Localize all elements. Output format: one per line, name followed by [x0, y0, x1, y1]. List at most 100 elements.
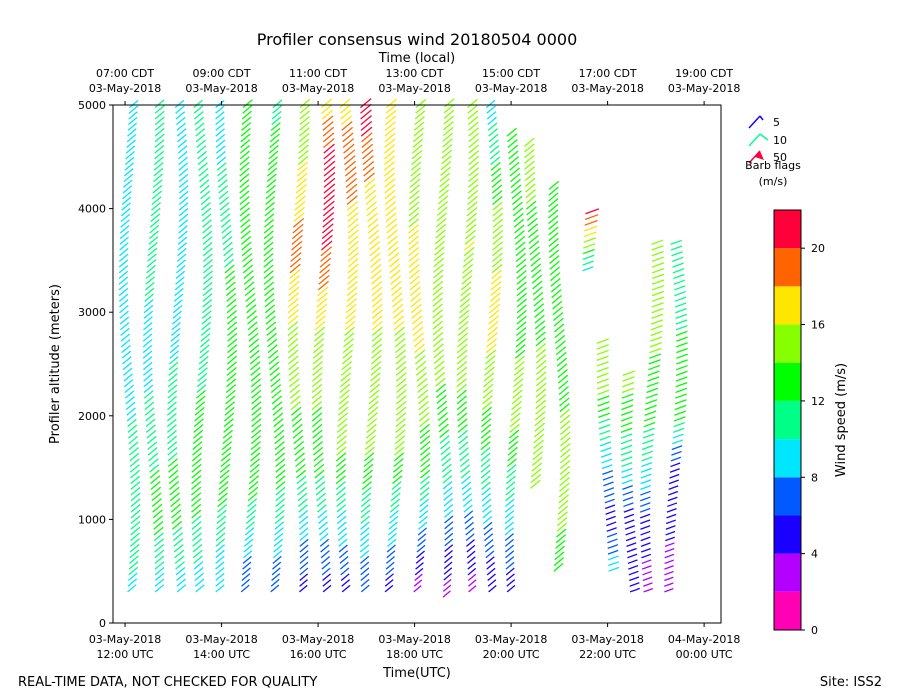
wind-barb — [507, 446, 518, 456]
wind-barb — [216, 509, 227, 519]
wind-barb — [642, 433, 655, 439]
wind-barb — [480, 446, 491, 456]
wind-barb — [387, 533, 397, 542]
wind-barb — [459, 452, 470, 462]
wind-barb — [289, 257, 302, 268]
wind-barb — [361, 498, 371, 507]
wind-barb — [339, 378, 351, 388]
wind-barb — [272, 99, 283, 109]
wind-barb — [484, 366, 495, 376]
wind-barb — [299, 527, 309, 536]
wind-barb — [535, 325, 546, 335]
wind-barb — [516, 298, 527, 308]
wind-barb — [242, 264, 254, 274]
wind-barb — [442, 590, 451, 598]
wind-barb — [444, 527, 454, 535]
wind-barb — [458, 321, 469, 331]
wind-barb — [504, 521, 515, 530]
wind-barb — [130, 481, 141, 490]
wind-barb — [512, 207, 524, 217]
wind-barb — [674, 302, 687, 308]
wind-barb — [239, 190, 250, 200]
wind-barb — [177, 133, 187, 143]
wind-barb — [366, 423, 377, 433]
wind-barb — [193, 561, 204, 570]
wind-barb — [420, 463, 431, 473]
wind-barb — [191, 498, 202, 507]
wind-barb — [127, 122, 138, 131]
wind-barb — [676, 359, 688, 365]
wind-barb — [168, 367, 179, 376]
wind-barb — [384, 195, 396, 205]
wind-barb — [346, 200, 359, 211]
wind-barb — [215, 116, 225, 126]
wind-barb — [313, 452, 324, 462]
wind-barb — [122, 356, 132, 365]
wind-barb — [200, 333, 211, 342]
wind-barb — [125, 151, 135, 160]
wind-barb — [467, 98, 478, 109]
wind-barb — [535, 405, 546, 415]
wind-barb — [466, 212, 477, 223]
wind-barb — [240, 224, 251, 234]
wind-barb — [371, 320, 383, 331]
wind-barb — [220, 213, 231, 223]
wind-barb — [226, 372, 237, 382]
wind-barb — [363, 452, 375, 462]
wind-barb — [433, 263, 444, 273]
wind-barb — [175, 111, 186, 120]
wind-barb — [365, 189, 377, 200]
wind-barb — [484, 544, 494, 553]
wind-barb — [394, 338, 406, 348]
wind-barb — [515, 258, 527, 268]
wind-barb — [436, 400, 448, 410]
wind-barb — [533, 303, 545, 313]
wind-barb — [558, 391, 570, 401]
wind-barb — [217, 173, 228, 183]
wind-barb — [347, 223, 359, 234]
wind-barb — [525, 189, 536, 199]
wind-barb — [341, 355, 353, 365]
wind-barb — [440, 446, 451, 456]
wind-barb — [200, 190, 211, 200]
wind-barb — [239, 196, 250, 205]
barb-column — [620, 370, 640, 593]
wind-barb — [664, 565, 674, 570]
wind-barb — [368, 395, 380, 405]
wind-barb — [215, 555, 225, 564]
wind-barb — [216, 515, 227, 525]
wind-barb — [275, 492, 286, 502]
wind-barb — [629, 576, 640, 582]
wind-barb — [337, 406, 349, 416]
wind-barb — [178, 202, 189, 211]
wind-barb — [118, 253, 129, 262]
wind-barb — [548, 243, 560, 253]
wind-barb — [368, 400, 379, 411]
wind-barb — [191, 503, 202, 513]
wind-barb — [201, 213, 212, 223]
wind-barb — [177, 139, 188, 148]
wind-barb — [362, 475, 373, 485]
wind-barb — [530, 473, 542, 484]
wind-barb — [508, 156, 520, 166]
wind-barb — [347, 263, 359, 274]
wind-barb — [385, 201, 397, 211]
wind-barb — [226, 298, 237, 308]
wind-barb — [128, 566, 139, 576]
wind-barb — [489, 150, 500, 160]
wind-barb — [389, 509, 399, 519]
wind-barb — [669, 468, 680, 473]
wind-barb — [557, 363, 568, 373]
wind-barb — [385, 115, 397, 126]
wind-barb — [548, 215, 559, 225]
wind-barb — [272, 406, 283, 416]
wind-barb — [149, 224, 160, 234]
wind-barb — [191, 463, 202, 473]
wind-barb — [457, 418, 468, 428]
wind-barb — [149, 219, 160, 228]
wind-barb — [647, 376, 660, 382]
wind-barb — [525, 194, 537, 204]
wind-barb — [511, 400, 522, 411]
wind-barb — [488, 315, 500, 325]
wind-barb — [360, 578, 370, 587]
